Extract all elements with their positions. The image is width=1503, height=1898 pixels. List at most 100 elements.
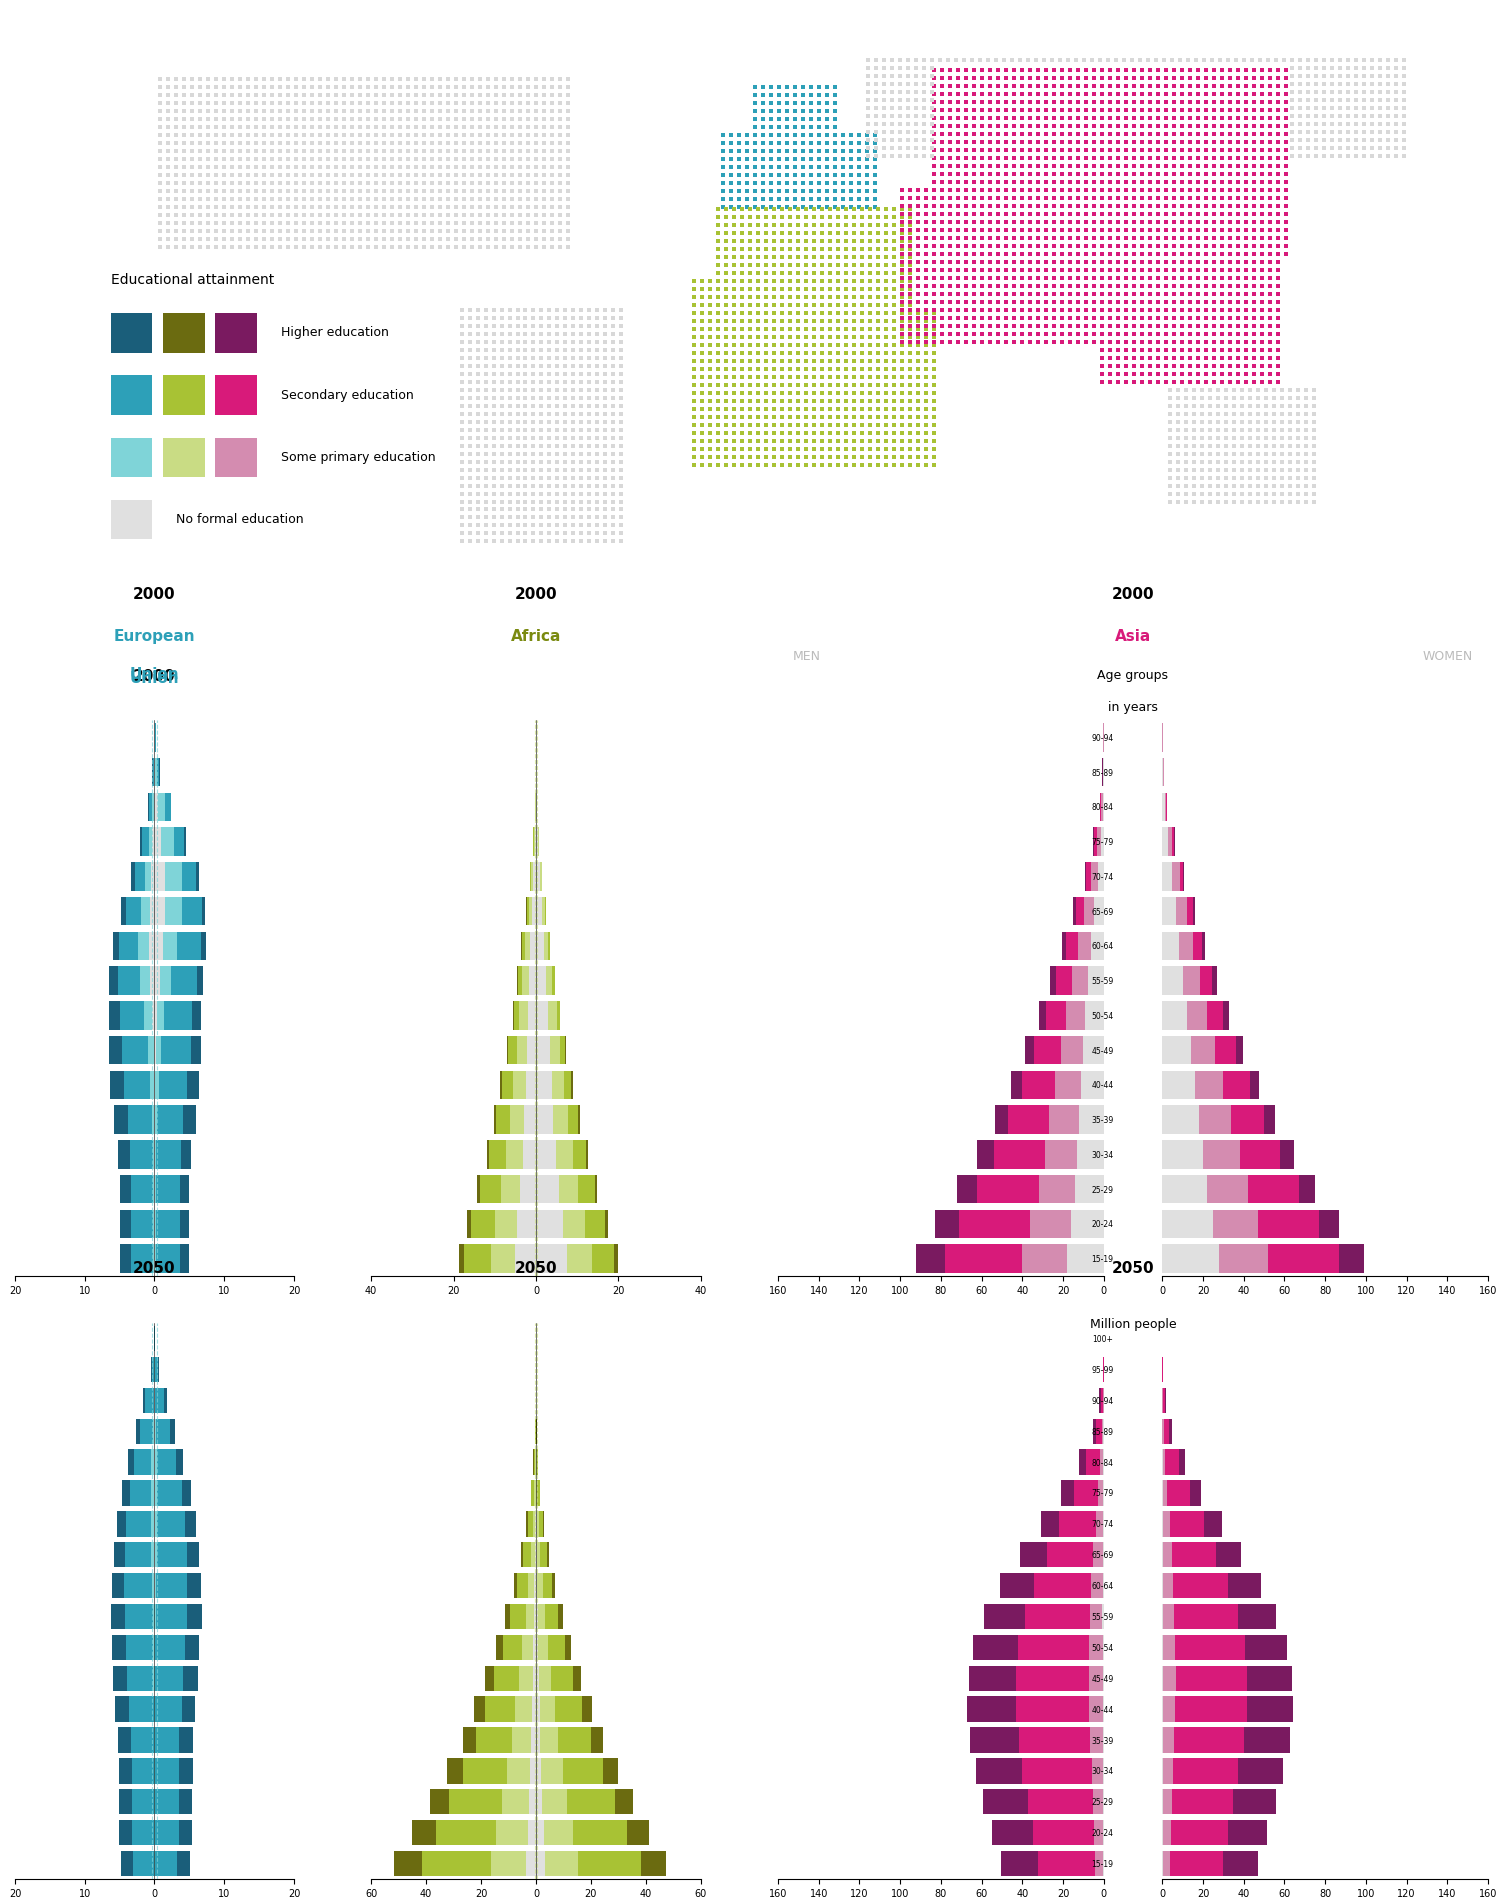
Point <box>1186 142 1210 173</box>
Point <box>277 232 301 262</box>
Bar <box>153 1418 155 1444</box>
Point <box>1174 486 1198 516</box>
Point <box>912 118 936 148</box>
Point <box>323 112 347 142</box>
Point <box>452 80 476 110</box>
Point <box>473 414 497 444</box>
Point <box>538 391 562 421</box>
Point <box>810 313 834 344</box>
Point <box>1320 110 1344 140</box>
Point <box>1114 279 1138 309</box>
Point <box>1329 93 1353 123</box>
Point <box>228 209 253 239</box>
Point <box>721 306 745 336</box>
Point <box>962 311 986 342</box>
Point <box>475 232 499 262</box>
Point <box>881 140 905 171</box>
Point <box>730 378 755 408</box>
Point <box>706 425 730 456</box>
Point <box>292 232 316 262</box>
Bar <box>514 1070 526 1099</box>
Point <box>906 435 930 465</box>
Point <box>882 330 906 361</box>
Bar <box>123 1070 150 1099</box>
Bar <box>114 1105 128 1133</box>
Bar <box>110 966 117 995</box>
Point <box>855 120 879 150</box>
Point <box>827 251 851 281</box>
Point <box>882 410 906 440</box>
Point <box>284 87 308 118</box>
Point <box>460 224 484 254</box>
Point <box>340 184 364 214</box>
Point <box>553 526 577 556</box>
Point <box>714 266 738 296</box>
Point <box>491 72 516 102</box>
Point <box>857 140 881 171</box>
Point <box>443 120 467 150</box>
Bar <box>155 1820 179 1845</box>
Point <box>347 137 371 167</box>
Point <box>268 104 292 135</box>
Point <box>855 137 879 167</box>
Point <box>831 159 855 190</box>
Point <box>371 177 395 207</box>
Point <box>1257 46 1281 76</box>
Point <box>1181 423 1205 454</box>
Point <box>1234 239 1258 270</box>
Point <box>1278 414 1302 444</box>
Point <box>284 192 308 222</box>
Point <box>1073 319 1097 349</box>
Bar <box>1091 1727 1103 1752</box>
Point <box>1157 446 1181 476</box>
Point <box>730 418 755 448</box>
Point <box>553 311 577 342</box>
Point <box>466 431 490 461</box>
Point <box>1241 207 1266 237</box>
Point <box>690 385 714 416</box>
Point <box>890 258 914 288</box>
Bar <box>180 1141 191 1169</box>
Point <box>332 137 356 167</box>
Point <box>514 431 538 461</box>
Point <box>1073 262 1097 292</box>
Point <box>260 65 284 95</box>
Point <box>436 137 460 167</box>
Point <box>1202 222 1226 252</box>
Point <box>516 144 540 175</box>
Point <box>585 478 609 509</box>
Point <box>1296 78 1320 108</box>
Point <box>818 290 842 321</box>
Point <box>164 192 188 222</box>
Point <box>1073 199 1097 230</box>
Point <box>532 127 556 158</box>
Point <box>347 127 371 158</box>
Point <box>1287 391 1311 421</box>
Point <box>1130 271 1154 302</box>
Point <box>466 351 490 381</box>
Point <box>738 290 762 321</box>
Point <box>730 442 755 473</box>
Point <box>1270 471 1294 501</box>
Bar <box>520 1175 537 1203</box>
Point <box>1222 463 1246 493</box>
Point <box>508 87 532 118</box>
Point <box>755 435 779 465</box>
Bar <box>146 1387 153 1412</box>
Point <box>395 97 419 127</box>
Point <box>1270 478 1294 509</box>
Point <box>803 330 827 361</box>
Bar <box>150 1480 155 1505</box>
Point <box>897 298 921 328</box>
Point <box>395 199 419 230</box>
Point <box>897 283 921 313</box>
Point <box>1058 294 1082 325</box>
Point <box>1392 101 1416 131</box>
Point <box>395 152 419 182</box>
Point <box>292 72 316 102</box>
Point <box>1018 326 1042 357</box>
Point <box>1049 214 1073 245</box>
Point <box>896 118 920 148</box>
Point <box>866 273 890 304</box>
Point <box>553 302 577 332</box>
